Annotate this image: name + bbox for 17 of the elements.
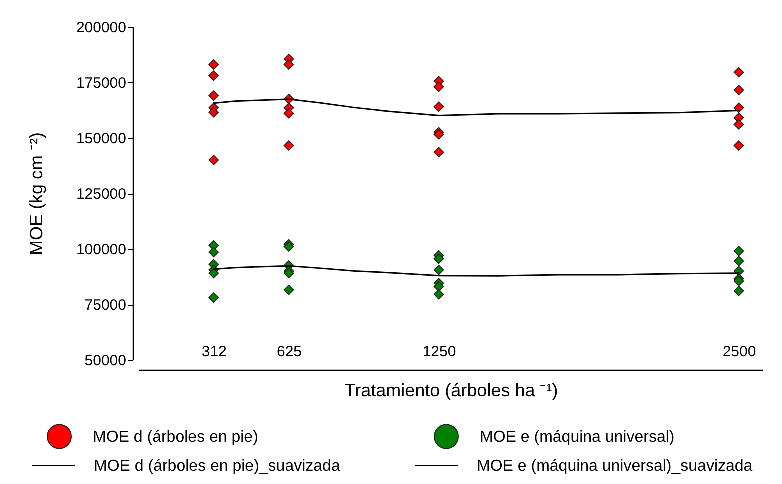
x-axis-title: Tratamiento (árboles ha ⁻¹) [344,380,558,400]
y-tick-label: 175000 [76,75,126,92]
x-tick-label: 2500 [722,344,756,360]
y-tick-label: 125000 [76,186,126,203]
y-tick-label: 100000 [76,242,126,258]
x-tick-label: 625 [276,344,302,360]
legend-label: MOE e (máquina universal) [480,428,675,446]
y-tick-label: 200000 [76,20,126,36]
x-tick-label: 1250 [422,344,456,360]
y-tick-label: 150000 [76,130,126,148]
legend-label: MOE d (árboles en pie)_suavizada [94,458,340,475]
x-tick-label: 312 [202,344,227,360]
legend-label: MOE e (máquina universal)_suavizada [477,458,753,475]
y-axis-title: MOE (kg cm ⁻²) [26,132,46,256]
legend-label: MOE d (árboles en pie) [93,428,258,446]
y-tick-label: 75000 [84,297,126,314]
y-tick-label: 50000 [84,352,126,370]
